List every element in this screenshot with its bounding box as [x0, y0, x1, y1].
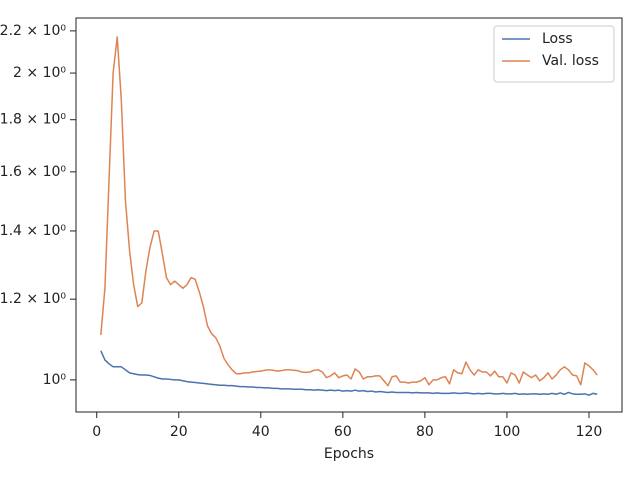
legend-box: [493, 25, 615, 83]
y-tick-label: 1.8 × 10⁰: [0, 112, 66, 128]
legend-label: Val. loss: [542, 53, 599, 69]
y-tick-label: 2 × 10⁰: [13, 65, 66, 81]
y-tick-label: 1.2 × 10⁰: [0, 291, 66, 307]
series-line: [100, 350, 598, 396]
x-tick-label: 100: [494, 424, 521, 440]
y-tick-label: 10⁰: [43, 372, 67, 388]
y-tick-label: 2.2 × 10⁰: [0, 23, 66, 39]
x-tick-label: 60: [334, 424, 352, 440]
x-tick-label: 0: [92, 424, 101, 440]
x-tick-label: 40: [252, 424, 270, 440]
x-tick-label: 120: [576, 424, 603, 440]
plot-frame: [75, 17, 623, 413]
x-tick-label: 80: [416, 424, 434, 440]
x-tick-label: 20: [170, 424, 188, 440]
x-axis-label: Epochs: [324, 446, 374, 462]
y-tick-label: 1.6 × 10⁰: [0, 164, 66, 180]
legend-label: Loss: [542, 31, 573, 47]
y-tick-label: 1.4 × 10⁰: [0, 223, 66, 239]
series-line: [100, 36, 598, 387]
